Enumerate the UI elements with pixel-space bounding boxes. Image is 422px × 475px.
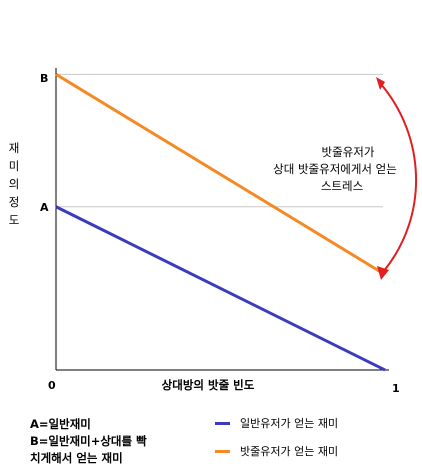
- y-axis-label-char: 도: [9, 213, 20, 227]
- annotation-line-2: 상대 밧줄유저에게서 얻는: [273, 162, 397, 176]
- stress-annotation: 밧줄유저가 상대 밧줄유저에게서 얻는 스트레스: [273, 145, 397, 193]
- legend-swatch-normal: [215, 421, 230, 425]
- note-b: B=일반재미+상대를 빡: [30, 434, 147, 448]
- y-tick-a: A: [40, 201, 49, 214]
- series-line-rope-user: [55, 73, 386, 276]
- y-axis-label-char: 미: [9, 159, 20, 173]
- x-tick-1: 1: [392, 382, 400, 395]
- legend-label-rope: 밧줄유저가 얻는 재미: [240, 445, 339, 458]
- legend-label-normal: 일반유저가 얻는 재미: [240, 417, 339, 430]
- y-tick-b: B: [40, 72, 48, 85]
- x-tick-0: 0: [48, 379, 56, 392]
- arrow-head-top: [376, 77, 385, 90]
- x-axis-label: 상대방의 밧줄 빈도: [162, 378, 255, 392]
- annotation-line-3: 스트레스: [321, 179, 363, 193]
- legend-item-normal: 일반유저가 얻는 재미: [215, 415, 338, 431]
- note-b-cont: 치게해서 얻는 재미: [30, 451, 123, 465]
- y-axis-label-char: 재: [9, 141, 20, 155]
- y-axis-label-char: 의: [9, 177, 20, 191]
- annotation-line-1: 밧줄유저가: [322, 145, 375, 159]
- definition-notes: A=일반재미 B=일반재미+상대를 빡 치게해서 얻는 재미: [30, 416, 147, 467]
- note-a: A=일반재미: [30, 417, 91, 431]
- stress-arrow: [379, 82, 418, 273]
- series-line-normal-user: [55, 205, 386, 372]
- y-axis-label-char: 정: [9, 195, 20, 209]
- legend-item-rope: 밧줄유저가 얻는 재미: [215, 443, 338, 459]
- arrow-head-bottom: [377, 266, 389, 280]
- legend-swatch-rope: [215, 449, 230, 453]
